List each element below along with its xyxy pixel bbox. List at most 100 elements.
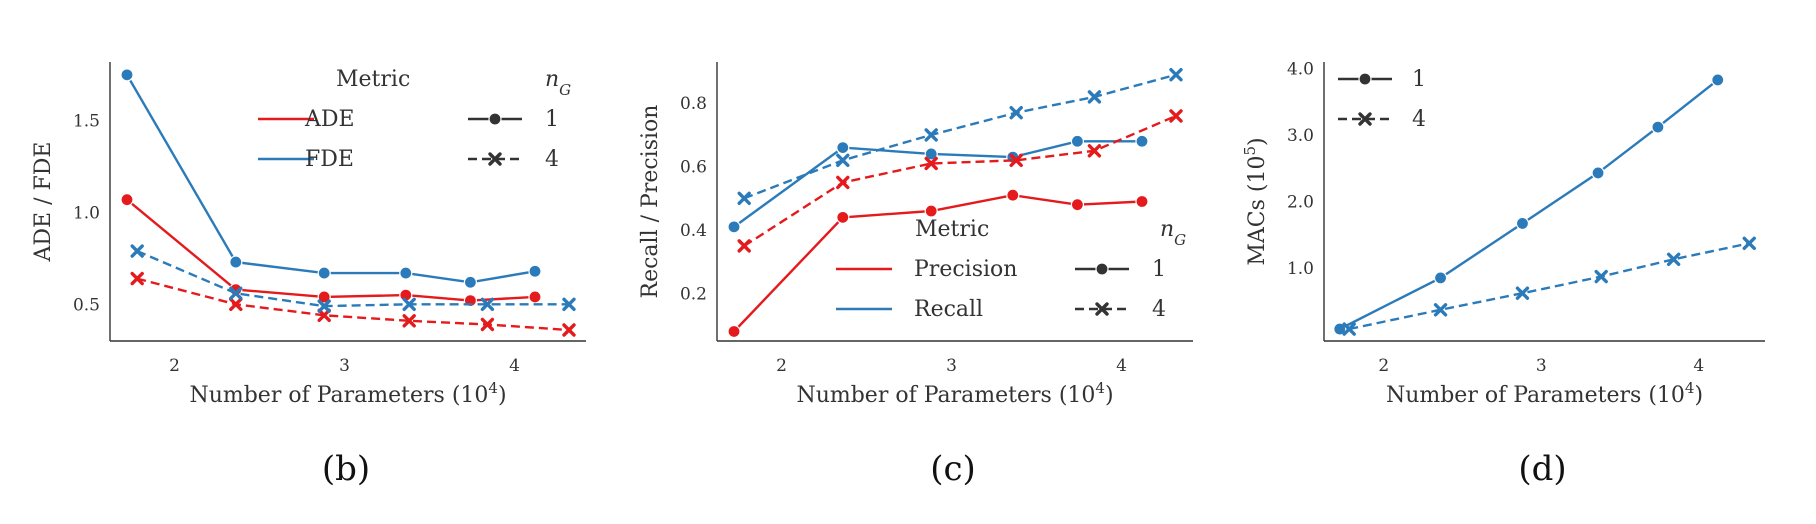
legend-entry: 1 xyxy=(1152,257,1166,282)
data-point xyxy=(1135,194,1149,209)
data-point xyxy=(727,324,741,339)
data-point xyxy=(1070,134,1085,148)
legend: Metric nG Precision Recall 1 4 xyxy=(836,217,1186,322)
y-tick-label: 0.2 xyxy=(680,284,707,304)
data-point xyxy=(1666,252,1681,266)
legend-entry: Precision xyxy=(914,257,1017,282)
data-point xyxy=(1342,322,1356,336)
data-point xyxy=(1009,106,1023,120)
data-point xyxy=(229,255,243,269)
data-point xyxy=(317,266,331,280)
data-point xyxy=(229,286,243,300)
legend-entry: 4 xyxy=(1152,297,1166,322)
x-axis-label: Number of Parameters (104) xyxy=(796,379,1113,408)
data-point xyxy=(399,266,413,280)
data-point xyxy=(463,275,477,289)
y-tick-label: 0.5 xyxy=(73,295,100,315)
y-axis-label: MACs (105) xyxy=(1241,137,1270,265)
data-point xyxy=(1009,153,1023,167)
data-point xyxy=(924,128,938,142)
x-tick-label: 4 xyxy=(509,356,520,376)
data-point xyxy=(1433,303,1448,317)
x-tick-label: 2 xyxy=(776,356,787,376)
legend-marker xyxy=(1095,262,1109,276)
y-tick-label: 2.0 xyxy=(1287,193,1314,213)
data-point xyxy=(1651,120,1665,134)
data-point xyxy=(480,297,495,311)
data-point xyxy=(528,290,542,304)
series-line xyxy=(125,74,536,284)
legend-title-ng: nG xyxy=(545,67,571,99)
series-line xyxy=(743,73,1177,200)
data-point xyxy=(229,297,243,311)
data-point xyxy=(1594,269,1608,284)
data-point xyxy=(836,153,850,167)
legend: Metric nG ADE FDE 1 4 xyxy=(258,67,571,172)
data-point xyxy=(1169,67,1183,82)
data-point xyxy=(727,220,741,234)
series-line xyxy=(1348,242,1750,331)
legend: 14 xyxy=(1338,67,1426,132)
data-point xyxy=(562,297,576,311)
panel-caption: (b) xyxy=(322,449,370,489)
data-point xyxy=(924,204,938,218)
data-point xyxy=(1135,134,1149,148)
data-point xyxy=(562,323,576,337)
data-point xyxy=(1169,109,1183,123)
data-point xyxy=(836,210,850,224)
panel-b: 2 3 4 0.5 1.0 1.5 Number of Parameters (104) AD… xyxy=(31,62,586,489)
data-point xyxy=(1433,271,1448,285)
data-point xyxy=(836,141,850,155)
y-tick-label: 0.6 xyxy=(680,158,707,178)
panel-caption: (d) xyxy=(1518,449,1566,489)
y-tick-label: 1.0 xyxy=(1287,259,1314,279)
y-axis-label: ADE / FDE xyxy=(31,142,56,263)
data-point xyxy=(402,314,416,328)
data-point xyxy=(1087,90,1102,104)
data-point xyxy=(120,193,134,207)
x-axis-label: Number of Parameters (104) xyxy=(1386,379,1703,408)
data-point xyxy=(1515,216,1530,231)
series-line xyxy=(136,249,569,308)
series-line xyxy=(733,140,1142,228)
data-point xyxy=(130,271,144,286)
series-line xyxy=(136,277,570,332)
legend-entry: Recall xyxy=(914,297,983,322)
data-point xyxy=(737,191,751,206)
data-point xyxy=(1711,73,1725,87)
y-axis-label: Recall / Precision xyxy=(638,105,663,299)
x-tick-label: 3 xyxy=(946,356,957,376)
legend-marker xyxy=(1095,302,1109,316)
data-point xyxy=(1087,144,1102,158)
data-point xyxy=(1742,236,1756,251)
legend-entry: 1 xyxy=(545,107,559,132)
x-tick-label: 3 xyxy=(1536,356,1547,376)
x-tick-label: 3 xyxy=(339,356,350,376)
data-point xyxy=(402,297,416,311)
legend-entry: FDE xyxy=(305,147,354,172)
y-tick-label: 0.8 xyxy=(680,94,707,114)
x-tick-label: 2 xyxy=(1378,356,1389,376)
legend-entry: 4 xyxy=(545,147,559,172)
data-point xyxy=(1333,322,1347,336)
x-tick-label: 4 xyxy=(1116,356,1127,376)
data-point xyxy=(1515,286,1530,300)
panel-c: 2 3 4 0.2 0.4 0.6 0.8 Number of Parameters (104… xyxy=(638,62,1193,489)
legend-entry: 4 xyxy=(1412,107,1426,132)
data-point xyxy=(130,244,144,258)
data-point xyxy=(528,264,542,278)
y-tick-label: 4.0 xyxy=(1287,60,1314,80)
series-line xyxy=(743,114,1177,247)
data-point xyxy=(317,308,331,323)
x-tick-label: 2 xyxy=(169,356,180,376)
data-point xyxy=(120,68,134,82)
legend-entry: ADE xyxy=(304,107,355,132)
data-point xyxy=(1591,166,1605,180)
legend-marker xyxy=(488,112,502,126)
x-tick-label: 4 xyxy=(1693,356,1704,376)
legend-entry: 1 xyxy=(1412,67,1426,92)
data-point xyxy=(1070,198,1085,212)
legend-marker xyxy=(1358,72,1372,86)
y-tick-label: 3.0 xyxy=(1287,126,1314,146)
